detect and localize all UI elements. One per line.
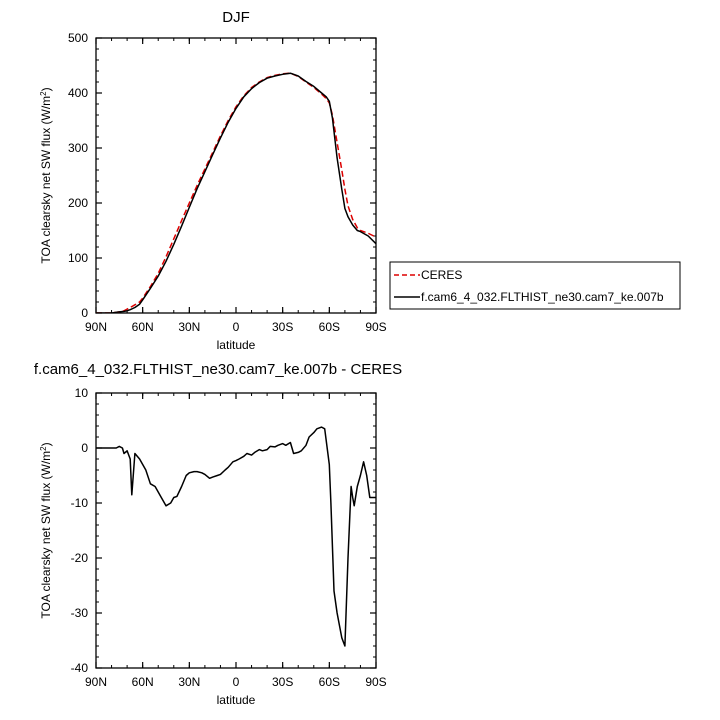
chart-title: DJF [222, 9, 250, 26]
x-tick-label: 90S [365, 320, 386, 334]
x-axis-label: latitude [217, 338, 256, 352]
y-axis-label: TOA clearsky net SW flux (W/m2) [39, 442, 54, 618]
x-tick-label: 30S [272, 675, 293, 689]
y-tick-label: 0 [81, 441, 88, 455]
series-line-model [96, 426, 376, 647]
x-tick-label: 60N [132, 675, 154, 689]
y-axis-label: TOA clearsky net SW flux (W/m2) [39, 87, 54, 263]
y-tick-label: 400 [68, 86, 88, 100]
legend-label: CERES [421, 268, 462, 282]
x-tick-label: 30S [272, 320, 293, 334]
plot-frame [95, 37, 377, 314]
x-tick-label: 0 [233, 320, 240, 334]
chart-title: f.cam6_4_032.FLTHIST_ne30.cam7_ke.007b -… [34, 361, 402, 378]
y-tick-label: 200 [68, 196, 88, 210]
y-tick-label: -40 [71, 661, 89, 675]
legend-label: f.cam6_4_032.FLTHIST_ne30.cam7_ke.007b [421, 290, 664, 304]
x-axis-label: latitude [217, 693, 256, 707]
y-tick-label: -20 [71, 551, 89, 565]
x-tick-label: 90S [365, 675, 386, 689]
y-tick-label: 100 [68, 251, 88, 265]
x-tick-label: 30N [178, 675, 200, 689]
x-tick-label: 30N [178, 320, 200, 334]
y-tick-label: 500 [68, 31, 88, 45]
x-tick-label: 90N [85, 320, 107, 334]
x-tick-label: 90N [85, 675, 107, 689]
series-line-model [96, 72, 376, 313]
y-tick-label: -10 [71, 496, 89, 510]
x-tick-label: 60N [132, 320, 154, 334]
x-tick-label: 0 [233, 675, 240, 689]
x-tick-label: 60S [319, 320, 340, 334]
plot-frame [95, 392, 377, 669]
y-tick-label: 0 [81, 306, 88, 320]
legend-box [389, 261, 681, 310]
y-tick-label: 300 [68, 141, 88, 155]
y-tick-label: 10 [75, 386, 89, 400]
y-tick-label: -30 [71, 606, 89, 620]
x-tick-label: 60S [319, 675, 340, 689]
